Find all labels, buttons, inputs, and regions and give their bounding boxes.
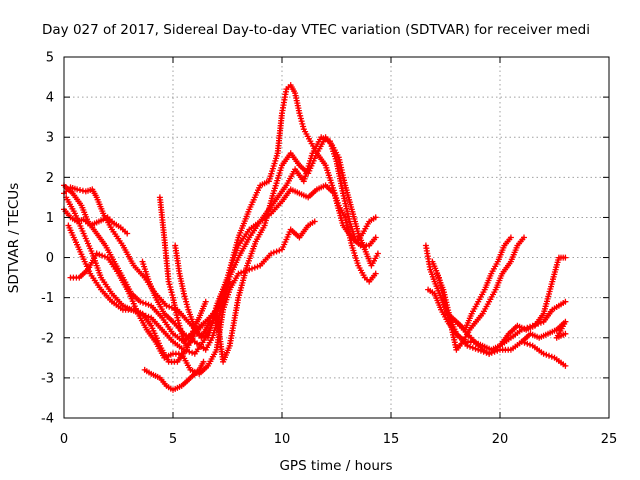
y-tick-label: 4 bbox=[46, 91, 54, 106]
y-tick-label: -4 bbox=[41, 412, 54, 427]
y-tick-label: 0 bbox=[46, 251, 54, 266]
data-series bbox=[61, 82, 569, 393]
x-tick-labels: 0 5 10 15 20 25 bbox=[60, 432, 617, 447]
plus-markers bbox=[172, 242, 214, 341]
y-tick-labels: -4 -3 -2 -1 0 1 2 3 4 5 bbox=[41, 51, 54, 427]
series-trace-9 bbox=[156, 194, 209, 349]
plus-markers bbox=[67, 218, 318, 377]
y-tick-label: 3 bbox=[46, 131, 54, 146]
x-tick-label: 20 bbox=[492, 432, 509, 447]
axis-ticks bbox=[63, 56, 610, 419]
y-tick-label: 1 bbox=[46, 211, 54, 226]
x-axis-label: GPS time / hours bbox=[279, 458, 392, 474]
plus-markers bbox=[141, 358, 207, 393]
series-trace-16 bbox=[518, 318, 569, 345]
plus-markers bbox=[156, 194, 209, 349]
y-tick-label: -2 bbox=[41, 331, 54, 346]
plus-markers bbox=[433, 254, 569, 353]
series-trace-15 bbox=[453, 318, 569, 369]
plus-markers bbox=[518, 318, 569, 345]
y-tick-label: 5 bbox=[46, 51, 54, 66]
chart-title: Day 027 of 2017, Sidereal Day-to-day VTE… bbox=[42, 22, 590, 38]
x-tick-label: 25 bbox=[601, 432, 618, 447]
plus-markers bbox=[453, 318, 569, 369]
y-tick-label: -3 bbox=[41, 371, 54, 386]
series-trace-14 bbox=[433, 254, 569, 353]
series-trace-7 bbox=[141, 358, 207, 393]
y-tick-label: -1 bbox=[41, 291, 54, 306]
x-tick-label: 0 bbox=[60, 432, 68, 447]
y-tick-label: 2 bbox=[46, 171, 54, 186]
plot-frame bbox=[63, 56, 610, 419]
grid bbox=[64, 57, 609, 418]
x-tick-label: 5 bbox=[169, 432, 177, 447]
y-axis-label: SDTVAR / TECUs bbox=[6, 183, 22, 293]
x-tick-label: 15 bbox=[383, 432, 400, 447]
series-trace-10 bbox=[172, 242, 214, 341]
x-tick-label: 10 bbox=[274, 432, 291, 447]
